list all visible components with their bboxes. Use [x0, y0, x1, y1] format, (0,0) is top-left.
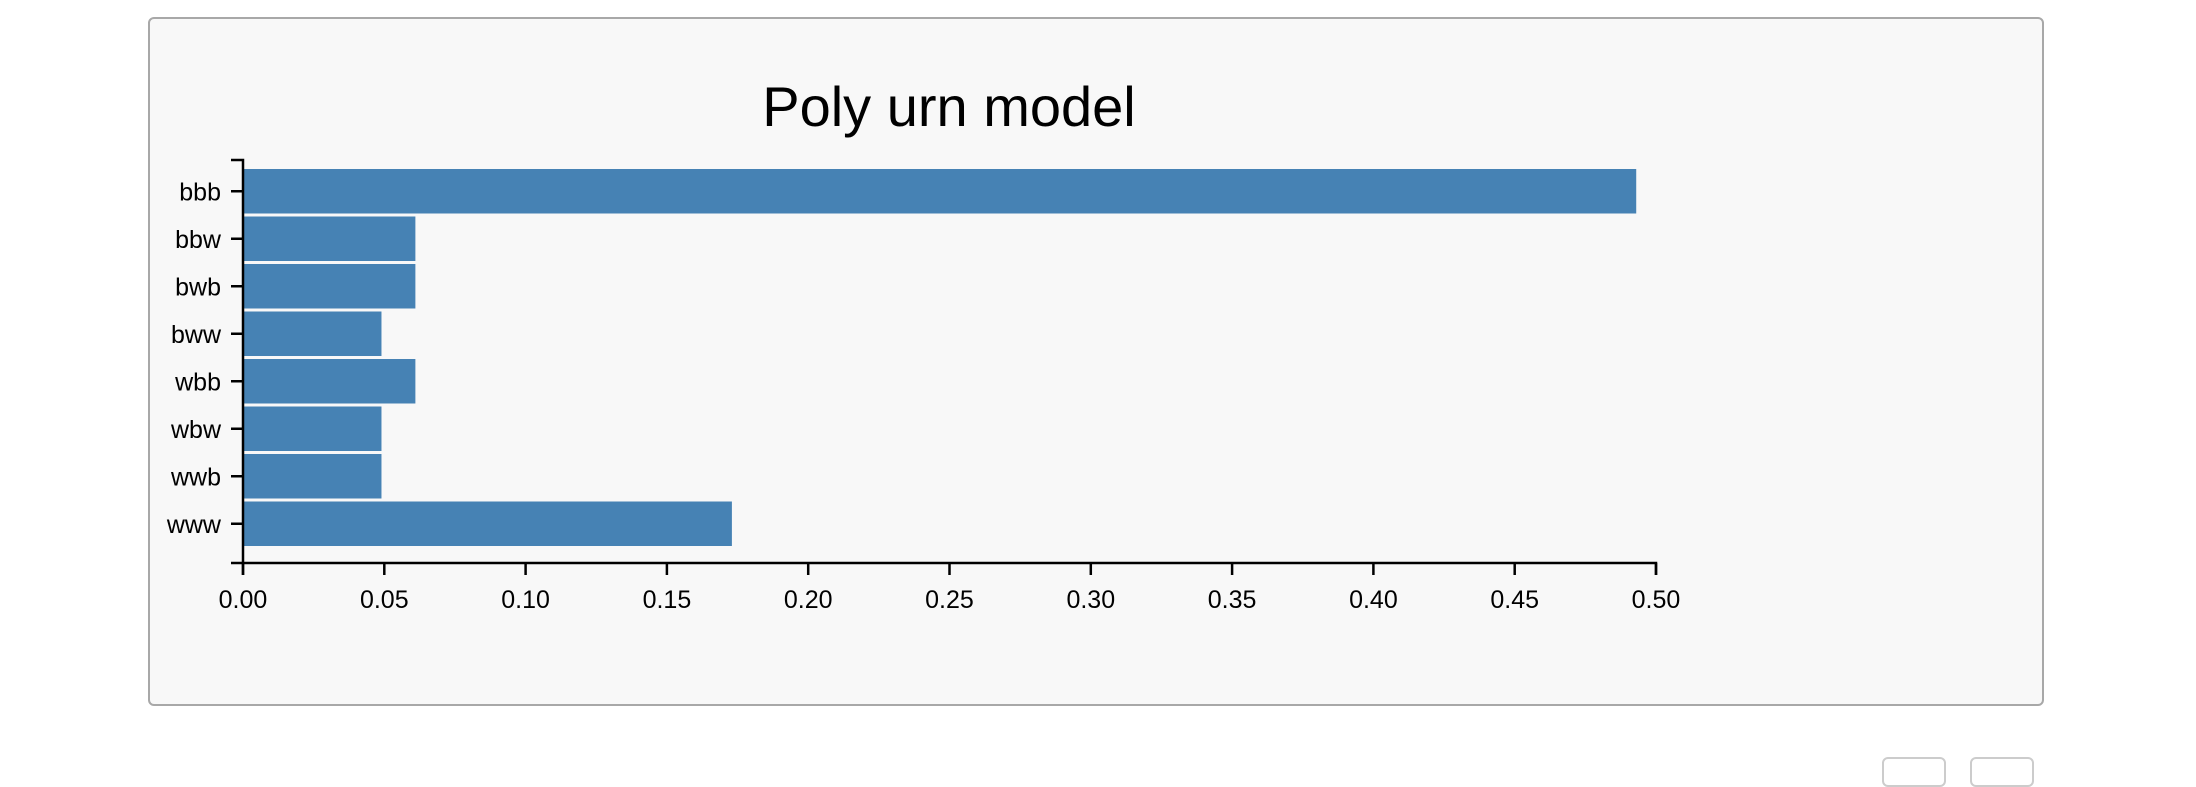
x-tick-label-0.45: 0.45: [1490, 586, 1539, 614]
x-tick-label-0.10: 0.10: [501, 586, 550, 614]
bar-wbb: [243, 359, 416, 404]
bar-chart: Poly urn model bbbbbwbwbbwwwbbwbwwwbwww …: [166, 75, 1681, 614]
x-tick-label-0.50: 0.50: [1632, 586, 1681, 614]
bar-bbb: [243, 169, 1637, 214]
x-tick-label-0.05: 0.05: [360, 586, 409, 614]
y-tick-label-wbw: wbw: [170, 416, 222, 444]
y-tick-label-wwb: wwb: [170, 463, 221, 491]
x-tick-label-0.40: 0.40: [1349, 586, 1398, 614]
y-tick-label-www: www: [166, 511, 222, 539]
x-tick-label-0.35: 0.35: [1208, 586, 1257, 614]
chart-title: Poly urn model: [762, 75, 1136, 138]
x-tick-label-0.30: 0.30: [1066, 586, 1115, 614]
x-tick-label-0.15: 0.15: [643, 586, 692, 614]
bar-wwb: [243, 454, 382, 499]
bar-bww: [243, 311, 382, 356]
chart-panel: [148, 17, 2044, 706]
code-block-button[interactable]: [1882, 757, 1946, 787]
y-tick-label-wbb: wbb: [174, 368, 221, 396]
code-block-button[interactable]: [1970, 757, 2034, 787]
y-axis: bbb bbw bwb bww wbb wbw wwb www: [166, 158, 245, 565]
bar-bbw: [243, 216, 416, 261]
bar-wbw: [243, 406, 382, 451]
y-tick-label-bww: bww: [171, 321, 222, 349]
x-tick-label-0.25: 0.25: [925, 586, 974, 614]
x-tick-label-0.20: 0.20: [784, 586, 833, 614]
bar-www: [243, 501, 732, 546]
y-axis-line: [231, 158, 245, 565]
y-tick-label-bbw: bbw: [175, 226, 222, 254]
y-tick-label-bwb: bwb: [175, 273, 221, 301]
y-tick-label-bbb: bbb: [179, 178, 221, 206]
bar-bwb: [243, 264, 416, 309]
bars-group: [243, 169, 1637, 546]
x-tick-label-0.00: 0.00: [219, 586, 268, 614]
x-axis: 0.00 0.05 0.10 0.15 0.20 0.25 0.30 0.35 0.40 0.45…: [219, 561, 1681, 614]
